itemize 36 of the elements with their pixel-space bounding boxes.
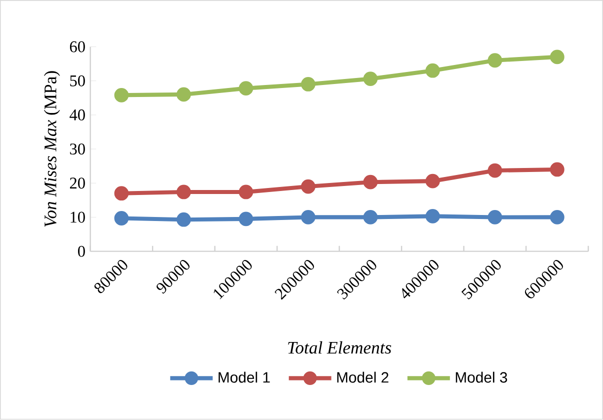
- point: [238, 212, 254, 226]
- point: [176, 184, 191, 200]
- x-axis-title: Total Elements: [288, 341, 392, 354]
- point: [363, 210, 378, 225]
- point: [550, 50, 564, 64]
- point: [363, 72, 378, 86]
- point: [114, 186, 129, 201]
- y-tick-label: 10: [70, 212, 85, 223]
- point: [114, 88, 129, 103]
- point: [114, 211, 129, 226]
- y-tick-label: 40: [70, 110, 85, 121]
- y-tick-label: 50: [70, 76, 85, 86]
- point: [301, 180, 316, 194]
- y-axis-title: Von Mises Max (MPa): [44, 71, 60, 227]
- point: [301, 210, 316, 225]
- legend-label: Model 3: [456, 372, 508, 383]
- point: [426, 209, 440, 224]
- y-tick-label: 60: [70, 41, 85, 52]
- point: [176, 87, 191, 102]
- point: [488, 163, 502, 178]
- point: [550, 210, 564, 225]
- point: [488, 210, 502, 225]
- y-tick-label: 0: [78, 246, 85, 257]
- point: [550, 162, 564, 177]
- point: [426, 174, 440, 188]
- y-tick-label: 20: [70, 178, 85, 189]
- y-tick-label: 30: [70, 144, 85, 155]
- legend-label: Model 1: [218, 372, 270, 383]
- point: [301, 77, 316, 92]
- point: [363, 175, 378, 190]
- point: [176, 212, 191, 227]
- point: [238, 184, 254, 200]
- legend-label: Model 2: [337, 372, 388, 383]
- point: [488, 53, 502, 68]
- point: [426, 64, 440, 78]
- point: [238, 81, 254, 96]
